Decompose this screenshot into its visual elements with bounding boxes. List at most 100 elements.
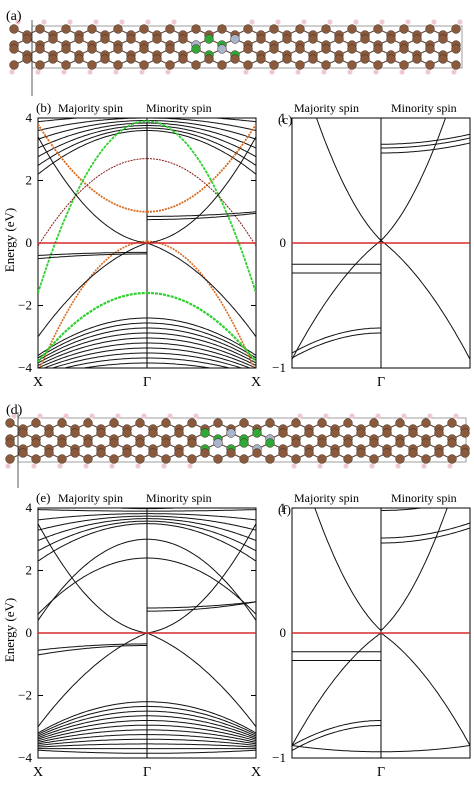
dark-red-band bbox=[147, 158, 256, 247]
dirac-band-e bbox=[38, 523, 148, 634]
carbon-atom bbox=[373, 44, 383, 54]
valence-band-e bbox=[38, 710, 147, 737]
carbon-atom bbox=[18, 428, 28, 438]
panel-label-f: (f) bbox=[278, 502, 291, 517]
panel-label-e: (e) bbox=[36, 490, 50, 505]
carbon-atom bbox=[425, 60, 435, 70]
majority-spin-label-c: Majority spin bbox=[294, 101, 359, 115]
minority-spin-label-b: Minority spin bbox=[146, 101, 212, 115]
hydrogen-atom bbox=[11, 413, 17, 419]
green-projected-band bbox=[38, 120, 148, 294]
x-tick-label: Γ bbox=[377, 375, 385, 390]
carbon-atom bbox=[152, 54, 162, 64]
conduction-band-e bbox=[108, 508, 147, 510]
carbon-atom bbox=[399, 24, 409, 34]
carbon-atom bbox=[304, 448, 314, 458]
valence-band bbox=[38, 337, 147, 366]
carbon-atom bbox=[200, 448, 210, 458]
carbon-atom bbox=[31, 418, 41, 428]
conduction-band-e bbox=[38, 515, 147, 531]
hydrogen-atom bbox=[349, 413, 355, 419]
conduction-band bbox=[38, 122, 147, 149]
x-tick-label: X bbox=[251, 765, 261, 780]
lower-band-c bbox=[292, 327, 381, 354]
carbon-atom bbox=[317, 438, 327, 448]
carbon-atom bbox=[386, 54, 396, 64]
carbon-atom bbox=[87, 44, 97, 54]
carbon-atom bbox=[113, 44, 123, 54]
bn-atom bbox=[204, 34, 214, 44]
valence-band-e bbox=[38, 720, 147, 740]
carbon-atom bbox=[48, 34, 58, 44]
carbon-atom bbox=[434, 428, 444, 438]
y-tick-label: 0 bbox=[280, 625, 287, 640]
carbon-atom bbox=[434, 448, 444, 458]
carbon-atom bbox=[425, 44, 435, 54]
y-tick-label: −1 bbox=[272, 750, 286, 765]
conduction-band-e bbox=[147, 513, 256, 521]
valence-band bbox=[38, 322, 147, 359]
conduction-band-e bbox=[38, 523, 147, 562]
hydrogen-atom bbox=[89, 413, 95, 419]
carbon-atom bbox=[187, 454, 197, 464]
conduction-band bbox=[147, 120, 256, 140]
y-tick-label: 0 bbox=[280, 235, 287, 250]
hydrogen-atom bbox=[9, 69, 15, 75]
lower-band-c bbox=[292, 332, 381, 359]
carbon-atom bbox=[139, 44, 149, 54]
hydrogen-atom bbox=[61, 69, 67, 75]
hydrogen-atom bbox=[447, 463, 453, 469]
carbon-atom bbox=[382, 428, 392, 438]
valence-band-f bbox=[292, 632, 382, 746]
carbon-atom bbox=[213, 418, 223, 428]
conduction-band bbox=[38, 130, 147, 175]
carbon-atom bbox=[447, 438, 457, 448]
band-panel-f: −1 0 1 Γ bbox=[272, 500, 471, 780]
carbon-atom bbox=[165, 44, 175, 54]
valence-band-e bbox=[38, 729, 147, 743]
carbon-atom bbox=[343, 454, 353, 464]
hydrogen-atom bbox=[119, 19, 125, 25]
hydrogen-atom bbox=[427, 413, 433, 419]
carbon-atom bbox=[31, 438, 41, 448]
valence-band-e bbox=[147, 729, 256, 743]
hydrogen-atom bbox=[67, 19, 73, 25]
carbon-atom bbox=[161, 454, 171, 464]
hydrogen-atom bbox=[457, 19, 463, 25]
carbon-atom bbox=[70, 428, 80, 438]
carbon-atom bbox=[269, 24, 279, 34]
carbon-atom bbox=[347, 60, 357, 70]
valence-band bbox=[147, 352, 244, 368]
carbon-atom bbox=[18, 448, 28, 458]
valence-band bbox=[50, 352, 147, 368]
molecule-a bbox=[9, 19, 463, 75]
conduction-band bbox=[38, 118, 147, 131]
carbon-atom bbox=[5, 438, 15, 448]
carbon-atom bbox=[70, 448, 80, 458]
carbon-atom bbox=[334, 34, 344, 44]
carbon-atom bbox=[343, 418, 353, 428]
hydrogen-atom bbox=[327, 19, 333, 25]
carbon-atom bbox=[451, 44, 461, 54]
valence-band-e bbox=[147, 734, 256, 745]
carbon-atom bbox=[399, 44, 409, 54]
y-tick-label: −2 bbox=[18, 688, 32, 703]
carbon-atom bbox=[291, 418, 301, 428]
conduction-band bbox=[147, 122, 256, 149]
carbon-atom bbox=[239, 418, 249, 428]
upper-band-f bbox=[381, 527, 470, 544]
band-panel-e: −4 −2 0 2 4 X Γ X bbox=[18, 500, 261, 780]
carbon-atom bbox=[48, 54, 58, 64]
dirac-band-e bbox=[38, 632, 148, 728]
carbon-atom bbox=[74, 54, 84, 64]
y-tick-label: 1 bbox=[280, 110, 287, 125]
carbon-atom bbox=[178, 34, 188, 44]
hydrogen-atom bbox=[405, 19, 411, 25]
carbon-atom bbox=[100, 54, 110, 64]
carbon-atom bbox=[399, 60, 409, 70]
hydrogen-atom bbox=[421, 463, 427, 469]
carbon-atom bbox=[373, 60, 383, 70]
carbon-atom bbox=[369, 438, 379, 448]
bn-atom bbox=[230, 34, 240, 44]
valence-band-e bbox=[147, 743, 256, 748]
